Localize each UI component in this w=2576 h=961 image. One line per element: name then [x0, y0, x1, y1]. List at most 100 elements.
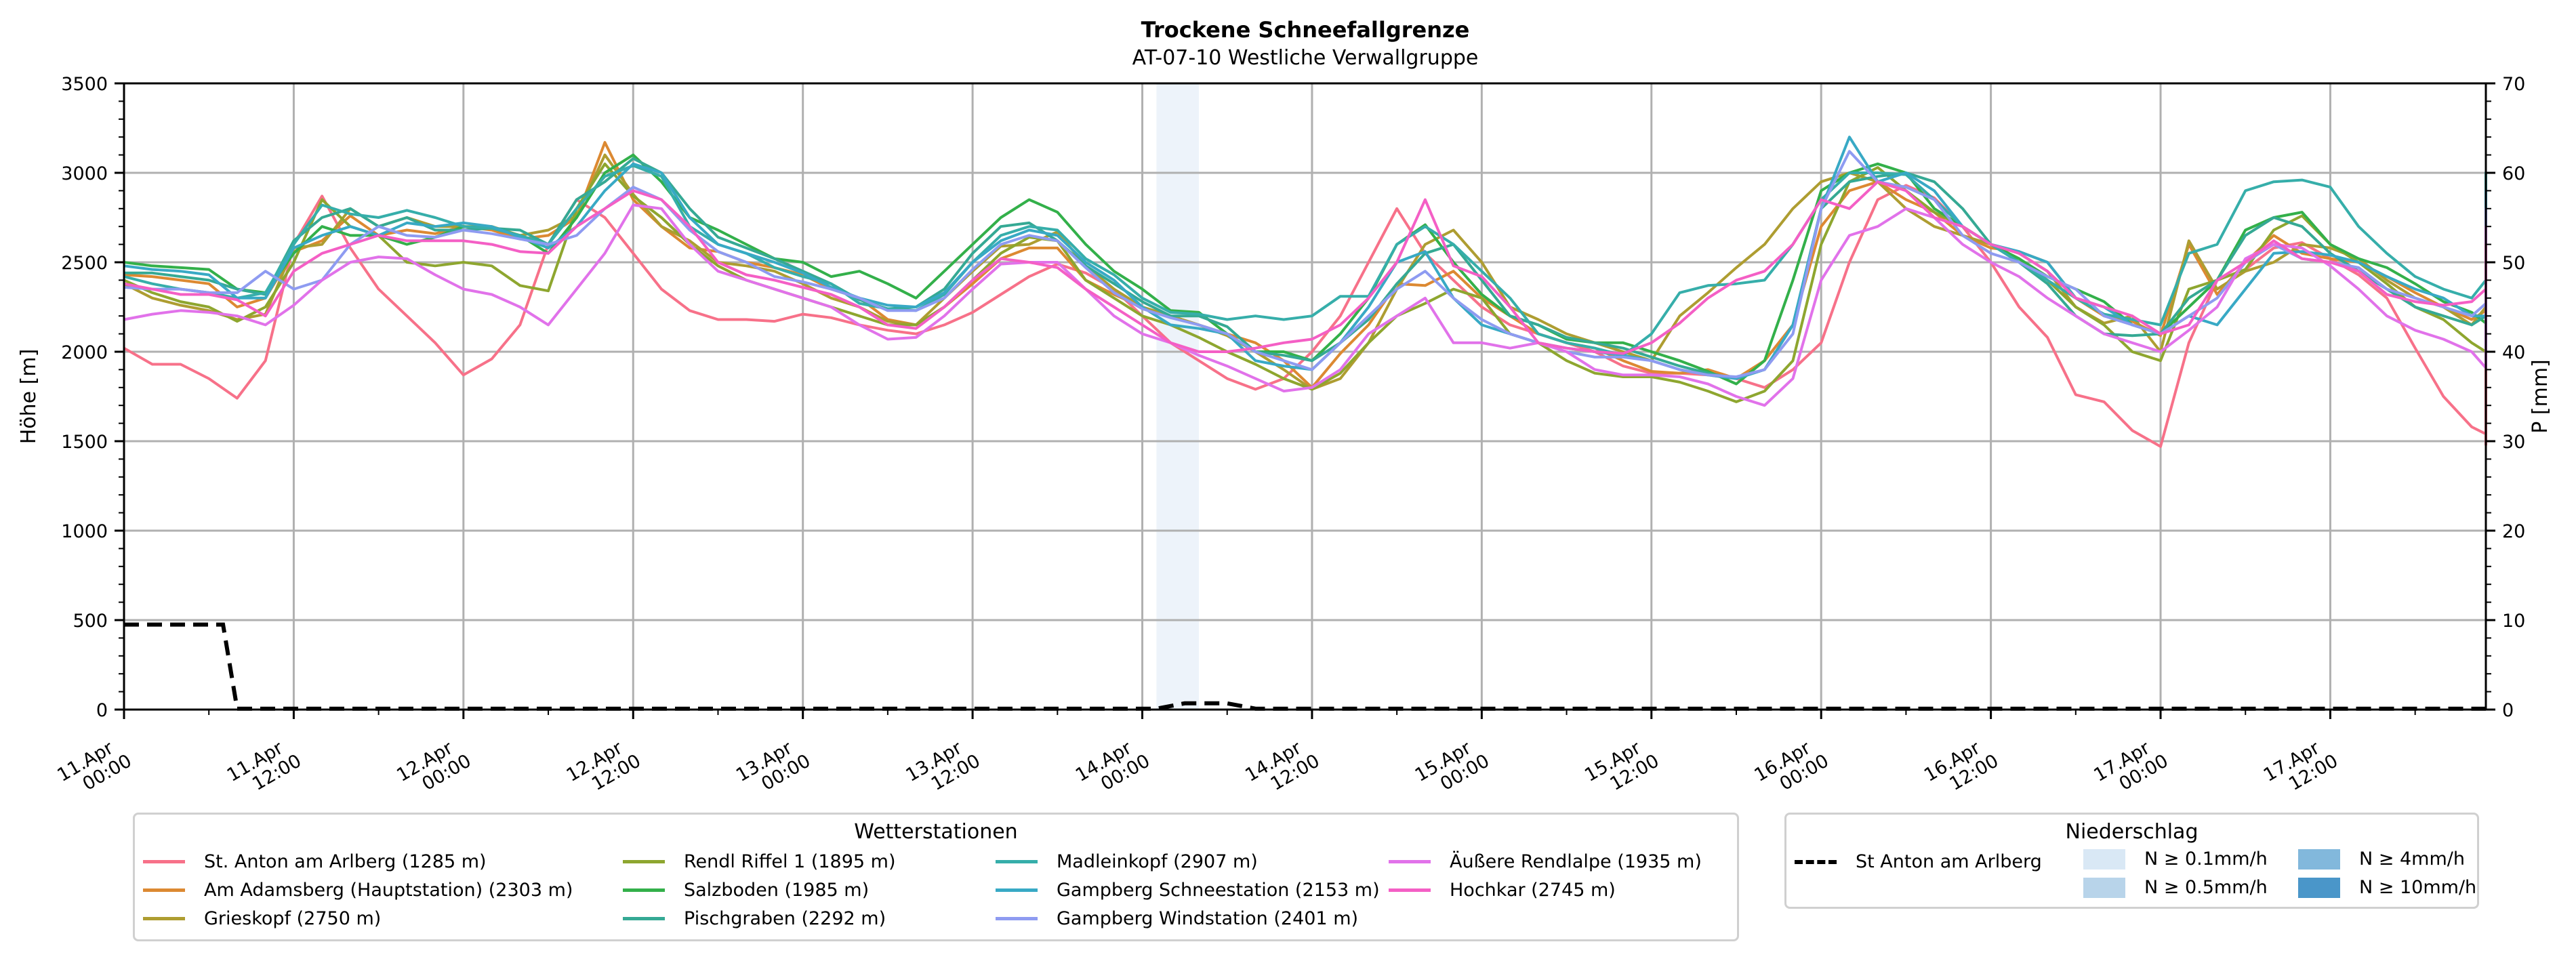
- series-line: [123, 153, 2487, 391]
- x-tick-label: 16.Apr00:00: [1751, 733, 1833, 804]
- precip-band: [1156, 83, 1199, 710]
- y-axis-label-right: P [mm]: [2529, 359, 2552, 433]
- legend-station-label: Rendl Riffel 1 (1895 m): [684, 851, 896, 872]
- legend-station-label: Gampberg Schneestation (2153 m): [1057, 880, 1380, 901]
- legend-station-entry: Am Adamsberg (Hauptstation) (2303 m): [143, 880, 573, 901]
- x-tick-label: 14.Apr00:00: [1072, 733, 1153, 804]
- plot-frame: [123, 82, 2487, 711]
- legend-station-label: Salzboden (1985 m): [684, 880, 870, 901]
- legend-station-entry: Gampberg Schneestation (2153 m): [996, 880, 1380, 901]
- y-tick-label-left: 0: [96, 700, 108, 721]
- y-tick-label-left: 1500: [61, 432, 108, 453]
- legend-station-label: St. Anton am Arlberg (1285 m): [204, 851, 487, 872]
- y-tick-label-right: 40: [2502, 342, 2525, 363]
- y-tick-label-left: 2500: [61, 253, 108, 274]
- legend-precip-class-label: N ≥ 10mm/h: [2359, 877, 2477, 898]
- legend-precip-class: N ≥ 10mm/h: [2298, 877, 2476, 898]
- legend-color-patch: [2083, 848, 2125, 870]
- legend-line-swatch: [143, 888, 185, 892]
- legend-station-entry: Madleinkopf (2907 m): [996, 851, 1258, 872]
- legend-precip-class-label: N ≥ 0.5mm/h: [2144, 877, 2268, 898]
- precip-band-layer: [1156, 83, 1199, 710]
- legend-station-entry: Gampberg Windstation (2401 m): [996, 908, 1358, 929]
- legend-line-swatch: [623, 888, 665, 892]
- y-tick-label-right: 50: [2502, 253, 2525, 274]
- series-line: [123, 203, 2487, 407]
- y-axis-label-left: Höhe [m]: [17, 349, 41, 445]
- legend-line-swatch: [1389, 888, 1431, 892]
- x-tick-label: 15.Apr12:00: [1581, 733, 1662, 804]
- legend-precip: Niederschlag St Anton am Arlberg N ≥ 0.1…: [1784, 813, 2479, 909]
- legend-stations-title: Wetterstationen: [854, 820, 1018, 844]
- legend-precip-class: N ≥ 0.5mm/h: [2083, 877, 2268, 898]
- y-tick-label-left: 3500: [61, 74, 108, 95]
- legend-station-label: Grieskopf (2750 m): [204, 908, 382, 929]
- y-tick-label-right: 0: [2502, 700, 2514, 721]
- y-tick-label-right: 10: [2502, 611, 2525, 632]
- legend-station-label: Äußere Rendlalpe (1935 m): [1450, 851, 1702, 872]
- legend-line-swatch: [143, 860, 185, 863]
- y-tick-label-left: 3000: [61, 163, 108, 184]
- x-tick-label: 13.Apr12:00: [902, 733, 983, 804]
- x-tick-label: 16.Apr12:00: [1921, 733, 2002, 804]
- legend-line-swatch: [623, 860, 665, 863]
- chart-subtitle: AT-07-10 Westliche Verwallgruppe: [1132, 46, 1479, 70]
- x-tick-label: 11.Apr12:00: [224, 733, 305, 804]
- y-tick-label-right: 30: [2502, 432, 2525, 453]
- legend-line-swatch: [996, 860, 1038, 863]
- legend-line-swatch: [1389, 860, 1431, 863]
- legend-line-swatch: [143, 917, 185, 920]
- y-tick-label-left: 1000: [61, 521, 108, 542]
- series-line: [123, 164, 2487, 357]
- y-tick-label-left: 2000: [61, 342, 108, 363]
- x-tick-label: 11.Apr00:00: [54, 733, 135, 804]
- axes-layer: 0 500 1000 1500 2000 2500 3000 3500 0 10 20 30 40 50 6…: [54, 74, 2525, 804]
- legend-precip-class-label: N ≥ 0.1mm/h: [2144, 848, 2268, 870]
- legend-color-patch: [2083, 877, 2125, 898]
- series-line: [123, 153, 2487, 386]
- legend-station-label: Gampberg Windstation (2401 m): [1057, 908, 1359, 929]
- legend-precip-line-label: St Anton am Arlberg: [1856, 851, 2042, 872]
- y-tick-label-left: 500: [73, 611, 108, 632]
- x-tick-label: 14.Apr12:00: [1242, 733, 1323, 804]
- x-tick-label: 12.Apr12:00: [563, 733, 645, 804]
- y-tick-label-right: 20: [2502, 521, 2525, 542]
- precip-line-layer: [124, 622, 2486, 711]
- legend-precip-class: N ≥ 0.1mm/h: [2083, 848, 2268, 870]
- series-layer: [123, 136, 2487, 448]
- legend-precip-class-label: N ≥ 4mm/h: [2359, 848, 2465, 870]
- series-line: [123, 150, 2487, 378]
- x-tick-label: 17.Apr00:00: [2090, 733, 2171, 804]
- legend-color-patch: [2298, 848, 2340, 870]
- legend-station-entry: Hochkar (2745 m): [1389, 880, 1616, 901]
- legend-stations: Wetterstationen St. Anton am Arlberg (12…: [133, 813, 1739, 941]
- dashed-line-icon: [1795, 859, 1837, 864]
- x-tick-label: 17.Apr12:00: [2260, 733, 2342, 804]
- legend-station-entry: Äußere Rendlalpe (1935 m): [1389, 851, 1702, 872]
- grid-layer: [124, 83, 2486, 710]
- legend-precip-class: N ≥ 4mm/h: [2298, 848, 2465, 870]
- legend-station-label: Am Adamsberg (Hauptstation) (2303 m): [204, 880, 573, 901]
- legend-station-entry: Grieskopf (2750 m): [143, 908, 381, 929]
- legend-precip-line: St Anton am Arlberg: [1795, 851, 2042, 872]
- x-tick-label: 13.Apr00:00: [733, 733, 814, 804]
- legend-station-entry: Salzboden (1985 m): [623, 880, 869, 901]
- legend-station-entry: Rendl Riffel 1 (1895 m): [623, 851, 895, 872]
- legend-station-label: Madleinkopf (2907 m): [1057, 851, 1258, 872]
- x-tick-label: 15.Apr00:00: [1412, 733, 1493, 804]
- legend-station-entry: Pischgraben (2292 m): [623, 908, 886, 929]
- series-line: [124, 157, 2487, 380]
- legend-station-label: Pischgraben (2292 m): [684, 908, 886, 929]
- legend-line-swatch: [996, 917, 1038, 920]
- y-tick-label-right: 60: [2502, 163, 2525, 184]
- series-line: [123, 180, 2487, 355]
- legend-station-label: Hochkar (2745 m): [1450, 880, 1616, 901]
- legend-color-patch: [2298, 877, 2340, 898]
- y-tick-label-right: 70: [2502, 74, 2525, 95]
- x-tick-label: 12.Apr00:00: [393, 733, 474, 804]
- legend-precip-title: Niederschlag: [2065, 820, 2199, 844]
- precip-line: [124, 622, 2486, 711]
- legend-line-swatch: [996, 888, 1038, 892]
- legend-station-entry: St. Anton am Arlberg (1285 m): [143, 851, 487, 872]
